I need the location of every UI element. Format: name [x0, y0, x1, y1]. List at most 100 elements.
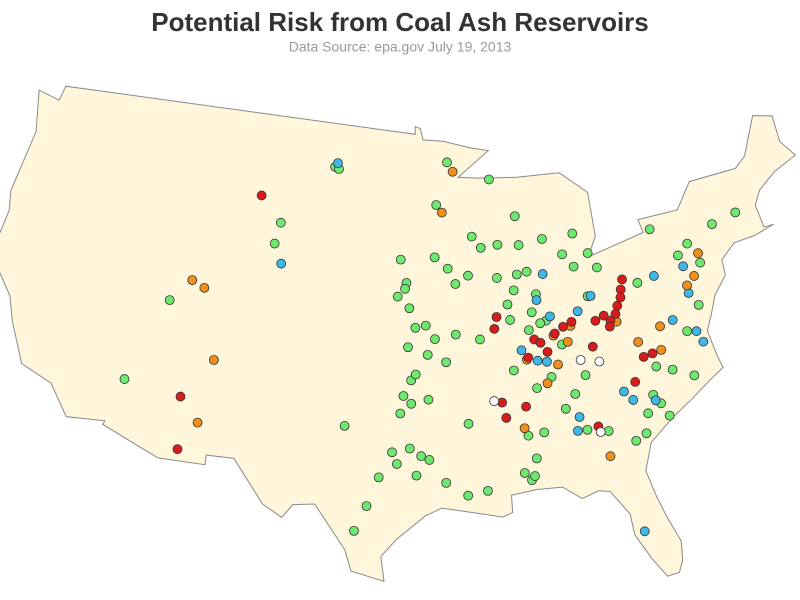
site-marker [410, 322, 421, 333]
site-marker [603, 426, 614, 436]
site-marker [582, 248, 593, 258]
site-marker [656, 344, 667, 355]
site-marker [664, 410, 675, 421]
site-marker [429, 252, 440, 263]
site-marker [580, 370, 591, 381]
site-marker [542, 356, 552, 367]
site-marker [420, 320, 431, 331]
site-marker [610, 309, 621, 319]
site-marker [450, 329, 461, 340]
site-marker [199, 282, 210, 293]
site-marker [691, 326, 702, 337]
site-marker [521, 401, 531, 412]
us-outline [0, 85, 797, 583]
site-marker [436, 207, 447, 218]
site-marker [491, 312, 502, 322]
site-marker [682, 238, 693, 249]
site-marker [730, 207, 741, 218]
site-marker [562, 336, 573, 347]
site-marker [549, 328, 560, 339]
site-marker [682, 326, 693, 337]
site-marker [667, 364, 678, 375]
site-marker [175, 391, 186, 402]
site-marker [519, 423, 530, 434]
site-marker [119, 374, 130, 384]
site-marker [542, 346, 553, 357]
site-marker [631, 435, 642, 446]
site-marker [558, 321, 568, 332]
site-marker [466, 231, 477, 242]
site-marker [333, 158, 343, 169]
site-marker [492, 239, 503, 250]
site-marker [187, 275, 198, 286]
site-marker [650, 395, 661, 406]
site-marker [682, 280, 692, 291]
site-marker [573, 425, 583, 436]
site-marker [612, 300, 623, 311]
site-marker [532, 355, 543, 366]
site-marker [502, 299, 513, 310]
site-marker [673, 250, 683, 261]
site-marker [404, 443, 415, 454]
site-marker [463, 270, 473, 281]
site-marker [395, 254, 406, 265]
site-marker [567, 228, 578, 239]
site-marker [667, 315, 678, 325]
site-marker [491, 273, 502, 283]
site-marker [521, 266, 532, 277]
site-marker [475, 242, 486, 253]
site-marker [410, 369, 421, 380]
site-marker [604, 321, 615, 332]
site-marker [501, 412, 512, 423]
site-marker [574, 412, 585, 422]
site-marker [349, 525, 359, 536]
site-marker [523, 325, 534, 336]
site-marker [707, 219, 717, 230]
site-marker [450, 279, 461, 289]
site-marker [400, 283, 410, 294]
site-marker [638, 351, 649, 362]
site-marker [431, 200, 442, 210]
site-marker [632, 277, 643, 288]
site-marker [698, 336, 709, 347]
site-marker [269, 238, 280, 249]
site-marker [164, 295, 175, 306]
site-marker [398, 391, 409, 401]
site-marker [411, 470, 422, 481]
site-marker [276, 258, 287, 269]
site-marker [693, 248, 703, 259]
site-marker [509, 211, 520, 222]
site-marker [535, 337, 546, 348]
site-marker [442, 263, 453, 274]
site-marker [361, 501, 372, 512]
site-marker [649, 271, 659, 281]
site-marker [643, 408, 654, 419]
site-marker [598, 310, 609, 321]
site-marker [568, 261, 579, 272]
site-marker [572, 306, 583, 317]
site-marker [416, 451, 427, 462]
site-marker [516, 345, 527, 356]
site-marker [587, 341, 598, 352]
site-marker [422, 349, 433, 360]
site-marker [539, 427, 550, 438]
site-marker [475, 334, 485, 345]
site-marker [172, 444, 183, 455]
site-marker [463, 490, 474, 501]
site-marker [585, 290, 596, 301]
site-marker [387, 447, 397, 458]
site-marker [630, 377, 641, 387]
map-title: Potential Risk from Coal Ash Reservoirs [151, 7, 649, 37]
site-marker [537, 234, 547, 244]
site-marker [531, 295, 542, 305]
site-marker [570, 389, 581, 399]
site-marker [339, 421, 350, 431]
site-marker [689, 271, 699, 281]
site-marker [647, 348, 658, 359]
site-marker [505, 315, 516, 325]
site-marker [689, 370, 700, 381]
site-marker [617, 274, 627, 285]
site-marker [532, 383, 542, 394]
